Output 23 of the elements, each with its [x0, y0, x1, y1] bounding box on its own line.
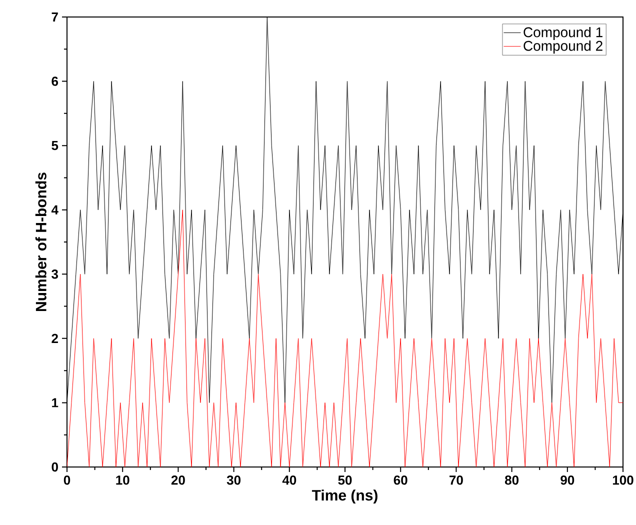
x-tick-label: 90: [560, 476, 574, 485]
y-tick-label: 7: [52, 12, 58, 22]
x-tick-label: 50: [338, 476, 352, 485]
x-tick-label: 30: [226, 476, 241, 485]
x-tick-label: 10: [116, 476, 130, 485]
y-tick-label: 1: [52, 398, 58, 408]
y-tick-label: 0: [52, 462, 58, 472]
x-tick-label: 70: [450, 476, 463, 485]
x-tick-label: 20: [171, 476, 185, 485]
x-tick-label: 0: [64, 476, 70, 485]
legend-label: Compound 1: [524, 26, 602, 40]
x-tick-label: 80: [504, 476, 519, 485]
y-tick-label: 3: [52, 270, 58, 279]
y-tick-label: 2: [52, 334, 58, 343]
legend-label: Compound 2: [524, 40, 602, 54]
y-tick-label: 5: [52, 141, 58, 150]
x-tick-label: 60: [394, 476, 408, 485]
y-tick-label: 6: [52, 76, 58, 86]
x-tick-label: 100: [612, 476, 634, 485]
x-tick-label: 40: [282, 476, 296, 485]
x-axis-title: Time (ns): [312, 490, 378, 504]
y-tick-label: 4: [51, 205, 58, 214]
y-axis-title: Number of H-bonds: [35, 172, 46, 311]
